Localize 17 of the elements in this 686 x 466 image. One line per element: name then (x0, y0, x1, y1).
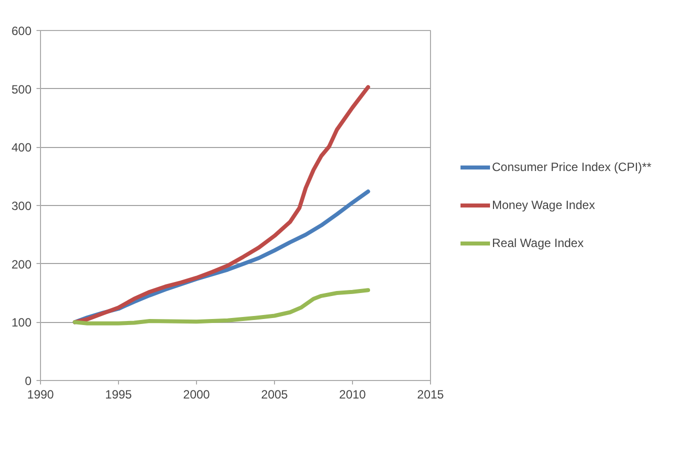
x-tick-label: 2005 (261, 388, 288, 402)
x-tick-label: 2015 (417, 388, 444, 402)
legend-label: Money Wage Index (492, 198, 595, 212)
line-series (72, 288, 370, 326)
x-tick-label: 2000 (183, 388, 210, 402)
y-tick-label: 200 (11, 257, 32, 272)
legend-label: Consumer Price Index (CPI)** (492, 160, 652, 174)
y-tick-label: 100 (11, 316, 32, 330)
x-tick-label: 1995 (105, 388, 132, 402)
y-tick-label: 300 (11, 199, 32, 213)
y-tick-label: 600 (11, 24, 32, 38)
y-tick-label: 400 (11, 140, 32, 155)
y-tick-label: 0 (24, 374, 32, 388)
x-tick-label: 2010 (339, 388, 366, 402)
x-tick-label: 1990 (27, 388, 54, 402)
legend-label: Real Wage Index (492, 236, 584, 250)
y-tick-label: 500 (11, 82, 32, 96)
